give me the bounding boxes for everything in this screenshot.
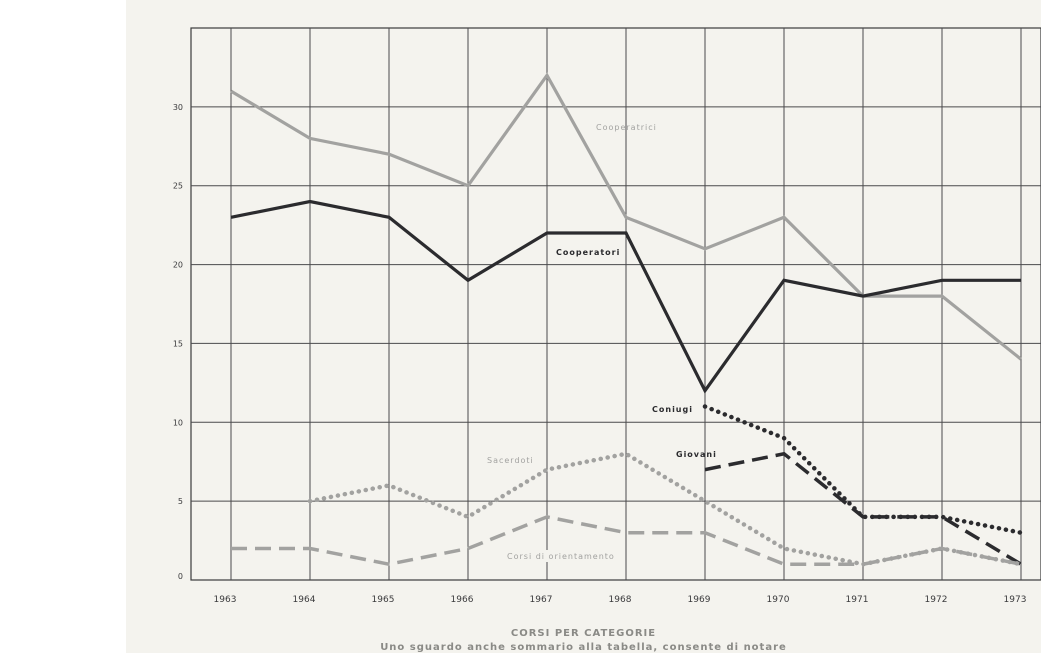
x-tick-label: 1972 [925,595,948,605]
series-label-corsi-di-orientamento: Corsi di orientamento [507,552,615,561]
y-tick-label: 30 [173,103,183,112]
x-tick-label: 1964 [293,595,316,605]
series-label-cooperatrici: Cooperatrici [596,123,657,132]
series-label-giovani: Giovani [676,450,717,459]
x-tick-label: 1966 [451,595,474,605]
series-line-corsi-di-orientamento [231,515,1022,566]
y-tick-label: 5 [178,497,183,506]
y-tick-label: 20 [173,261,183,270]
series-line-giovani [704,451,1022,566]
plot-frame [190,27,1041,581]
x-tick-label: 1968 [609,595,632,605]
series-label-cooperatori: Cooperatori [556,248,620,257]
x-tick-label: 1973 [1004,595,1027,605]
x-tick-label: 1971 [846,595,869,605]
series-label-coniugi: Coniugi [652,405,693,414]
x-tick-label: 1967 [530,595,553,605]
x-tick-label: 1965 [372,595,395,605]
chart-subtitle: Uno sguardo anche sommario alla tabella,… [380,642,787,653]
y-tick-label: 0 [178,572,183,581]
series-label-sacerdoti: Sacerdoti [487,456,534,465]
x-tick-label: 1963 [214,595,237,605]
x-tick-label: 1970 [767,595,790,605]
series-label-background [553,246,617,258]
chart-title: CORSI PER CATEGORIE [510,628,657,639]
y-tick-label: 25 [173,182,183,191]
series-line-cooperatori [230,199,1021,394]
x-tick-label: 1969 [688,595,711,605]
series-label-background [504,550,620,562]
series-line-sacerdoti [307,451,1024,567]
y-tick-label: 10 [173,418,183,427]
chart-paper [126,0,1041,653]
series-line-cooperatrici [230,72,1022,361]
y-tick-label: 15 [173,339,183,348]
